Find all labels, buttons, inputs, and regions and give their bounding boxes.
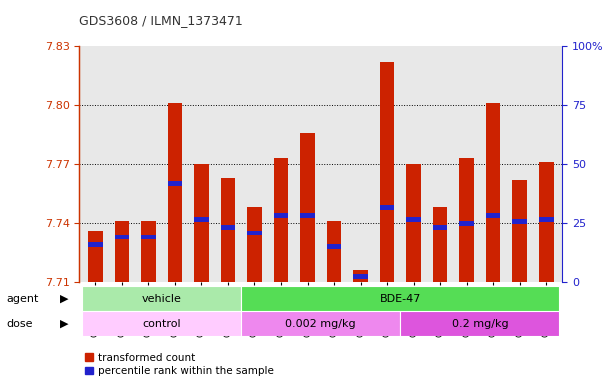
Bar xyxy=(539,162,554,282)
Bar xyxy=(513,180,527,282)
Bar xyxy=(167,103,182,282)
Bar xyxy=(141,221,156,282)
Bar xyxy=(406,217,421,222)
Bar xyxy=(241,311,400,336)
Bar xyxy=(486,213,500,218)
Bar xyxy=(459,158,474,282)
Text: control: control xyxy=(142,318,181,329)
Bar xyxy=(115,221,129,282)
Text: dose: dose xyxy=(6,318,32,329)
Bar xyxy=(88,242,103,247)
Bar xyxy=(400,311,560,336)
Bar xyxy=(241,286,560,311)
Bar xyxy=(300,213,315,218)
Bar xyxy=(194,217,209,222)
Bar xyxy=(115,235,129,240)
Bar xyxy=(82,286,241,311)
Legend: transformed count, percentile rank within the sample: transformed count, percentile rank withi… xyxy=(85,353,274,376)
Bar xyxy=(300,132,315,282)
Bar xyxy=(406,164,421,282)
Text: GDS3608 / ILMN_1373471: GDS3608 / ILMN_1373471 xyxy=(79,14,243,27)
Bar xyxy=(513,219,527,224)
Bar xyxy=(327,221,342,282)
Bar xyxy=(380,205,394,210)
Text: 0.002 mg/kg: 0.002 mg/kg xyxy=(285,318,356,329)
Text: vehicle: vehicle xyxy=(142,293,181,304)
Bar xyxy=(194,164,209,282)
Bar xyxy=(353,274,368,279)
Bar xyxy=(221,178,235,282)
Bar xyxy=(247,230,262,235)
Bar xyxy=(82,311,241,336)
Bar xyxy=(167,181,182,186)
Text: BDE-47: BDE-47 xyxy=(379,293,421,304)
Bar xyxy=(88,231,103,282)
Bar xyxy=(141,235,156,240)
Bar xyxy=(221,225,235,230)
Bar xyxy=(433,225,447,230)
Text: 0.2 mg/kg: 0.2 mg/kg xyxy=(452,318,508,329)
Bar xyxy=(459,221,474,226)
Bar xyxy=(274,158,288,282)
Bar xyxy=(486,103,500,282)
Bar xyxy=(353,270,368,282)
Bar xyxy=(247,207,262,282)
Text: agent: agent xyxy=(6,293,38,304)
Text: ▶: ▶ xyxy=(60,293,68,304)
Bar xyxy=(327,244,342,249)
Text: ▶: ▶ xyxy=(60,318,68,329)
Bar xyxy=(539,217,554,222)
Bar xyxy=(380,62,394,282)
Bar xyxy=(433,207,447,282)
Bar xyxy=(274,213,288,218)
